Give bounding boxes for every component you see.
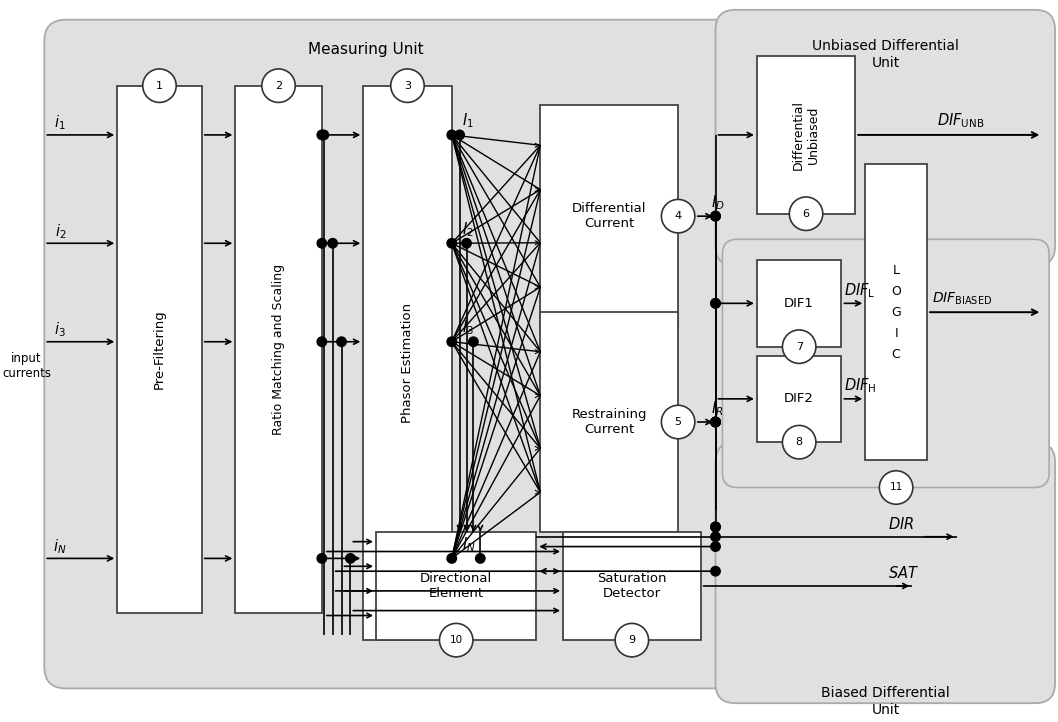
Circle shape bbox=[711, 417, 720, 427]
Circle shape bbox=[615, 623, 649, 657]
Text: $i_2$: $i_2$ bbox=[55, 222, 66, 240]
Bar bbox=[756, 260, 841, 347]
Circle shape bbox=[320, 130, 329, 139]
Text: 5: 5 bbox=[675, 417, 681, 427]
Circle shape bbox=[475, 554, 485, 563]
Circle shape bbox=[661, 199, 695, 233]
Text: Restraining
Current: Restraining Current bbox=[571, 408, 647, 436]
Text: $DIF_{\rm L}$: $DIF_{\rm L}$ bbox=[844, 281, 876, 300]
Circle shape bbox=[448, 337, 456, 347]
Bar bbox=[235, 86, 322, 612]
Bar bbox=[865, 165, 927, 460]
Circle shape bbox=[469, 337, 478, 347]
Circle shape bbox=[448, 554, 456, 563]
Text: $I_N$: $I_N$ bbox=[461, 535, 475, 554]
Circle shape bbox=[448, 130, 456, 139]
Circle shape bbox=[261, 69, 295, 103]
Circle shape bbox=[711, 532, 720, 542]
Bar bbox=[117, 86, 202, 612]
Text: Saturation
Detector: Saturation Detector bbox=[597, 572, 667, 600]
Circle shape bbox=[711, 212, 720, 221]
Circle shape bbox=[661, 405, 695, 439]
Text: $DIF_{\rm UNB}$: $DIF_{\rm UNB}$ bbox=[937, 112, 984, 131]
Text: 1: 1 bbox=[156, 81, 163, 91]
Circle shape bbox=[783, 330, 816, 363]
Bar bbox=[541, 105, 678, 327]
Circle shape bbox=[783, 425, 816, 459]
Text: $i_N$: $i_N$ bbox=[53, 537, 66, 556]
Text: $I_2$: $I_2$ bbox=[461, 220, 473, 239]
Circle shape bbox=[317, 238, 327, 248]
Bar bbox=[563, 532, 700, 640]
Text: 9: 9 bbox=[628, 635, 636, 645]
Circle shape bbox=[711, 212, 720, 221]
Text: Differential
Current: Differential Current bbox=[572, 202, 646, 230]
Text: $i_3$: $i_3$ bbox=[54, 321, 66, 339]
Text: Unbiased Differential
Unit: Unbiased Differential Unit bbox=[813, 40, 960, 69]
Circle shape bbox=[711, 417, 720, 427]
Text: 11: 11 bbox=[890, 482, 902, 492]
Text: Pre-Filtering: Pre-Filtering bbox=[153, 309, 166, 389]
Text: $i_1$: $i_1$ bbox=[54, 114, 66, 132]
Circle shape bbox=[789, 197, 823, 230]
FancyBboxPatch shape bbox=[715, 10, 1055, 266]
Text: $I_R$: $I_R$ bbox=[711, 399, 723, 417]
Circle shape bbox=[143, 69, 177, 103]
Circle shape bbox=[711, 542, 720, 552]
Text: Biased Differential
Unit: Biased Differential Unit bbox=[821, 687, 950, 717]
Circle shape bbox=[711, 522, 720, 531]
Text: 2: 2 bbox=[275, 81, 282, 91]
Text: DIF1: DIF1 bbox=[784, 297, 814, 310]
Circle shape bbox=[461, 238, 471, 248]
Text: $I_3$: $I_3$ bbox=[461, 318, 474, 337]
Text: 7: 7 bbox=[796, 342, 803, 352]
Text: $DIR$: $DIR$ bbox=[888, 516, 914, 532]
Text: Directional
Element: Directional Element bbox=[420, 572, 492, 600]
Text: Differential
Unbiased: Differential Unbiased bbox=[792, 100, 820, 170]
Text: DIF2: DIF2 bbox=[784, 392, 814, 405]
Circle shape bbox=[390, 69, 424, 103]
Text: $DIF_{\rm H}$: $DIF_{\rm H}$ bbox=[844, 377, 877, 396]
Circle shape bbox=[711, 417, 720, 427]
Circle shape bbox=[336, 337, 346, 347]
Text: 8: 8 bbox=[796, 438, 803, 447]
Text: 6: 6 bbox=[803, 209, 809, 219]
Circle shape bbox=[328, 238, 338, 248]
Text: $I_1$: $I_1$ bbox=[461, 112, 473, 131]
Circle shape bbox=[317, 130, 327, 139]
Text: $DIF_{\rm BIASED}$: $DIF_{\rm BIASED}$ bbox=[932, 290, 992, 307]
Text: 4: 4 bbox=[675, 211, 681, 221]
Circle shape bbox=[879, 471, 913, 504]
Circle shape bbox=[711, 567, 720, 576]
Bar bbox=[363, 86, 452, 640]
Bar bbox=[376, 532, 536, 640]
Circle shape bbox=[711, 299, 720, 308]
Circle shape bbox=[448, 238, 456, 248]
Text: 3: 3 bbox=[404, 81, 411, 91]
Circle shape bbox=[317, 554, 327, 563]
Text: Measuring Unit: Measuring Unit bbox=[308, 42, 424, 57]
Text: 10: 10 bbox=[450, 635, 462, 645]
Text: $SAT$: $SAT$ bbox=[888, 565, 919, 581]
Circle shape bbox=[711, 522, 720, 531]
Circle shape bbox=[711, 299, 720, 308]
Bar bbox=[541, 312, 678, 532]
Circle shape bbox=[346, 554, 355, 563]
Bar bbox=[756, 355, 841, 442]
FancyBboxPatch shape bbox=[44, 19, 782, 688]
Circle shape bbox=[317, 337, 327, 347]
Circle shape bbox=[439, 623, 473, 657]
Text: Ratio Matching and Scaling: Ratio Matching and Scaling bbox=[272, 264, 285, 435]
Text: input
currents: input currents bbox=[2, 352, 51, 380]
Text: Phasor Estimation: Phasor Estimation bbox=[401, 303, 414, 423]
FancyBboxPatch shape bbox=[715, 442, 1055, 703]
Text: $I_D$: $I_D$ bbox=[711, 193, 725, 212]
Circle shape bbox=[455, 130, 464, 139]
Circle shape bbox=[711, 417, 720, 427]
Bar bbox=[756, 56, 855, 214]
Text: L
O
G
I
C: L O G I C bbox=[891, 264, 901, 361]
FancyBboxPatch shape bbox=[723, 239, 1050, 487]
